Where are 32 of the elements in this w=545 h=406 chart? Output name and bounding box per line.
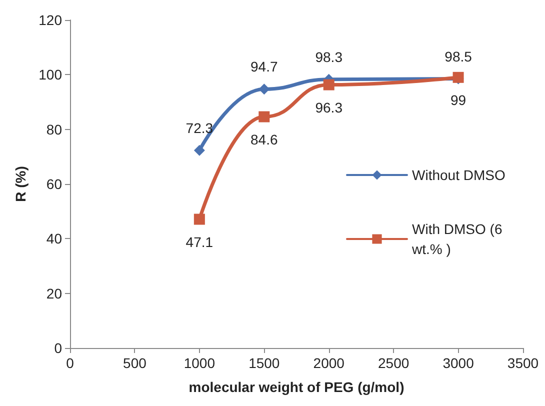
data-label: 99 bbox=[450, 92, 466, 108]
x-tick-label: 0 bbox=[66, 355, 74, 371]
data-label: 94.7 bbox=[250, 58, 278, 75]
data-label: 98.5 bbox=[444, 48, 472, 64]
x-tick-label: 2000 bbox=[313, 355, 345, 371]
y-tick-label: 0 bbox=[54, 340, 62, 356]
x-tick-label: 500 bbox=[123, 355, 147, 371]
data-label: 72.3 bbox=[186, 120, 214, 136]
y-tick-label: 20 bbox=[46, 285, 62, 302]
y-tick-label: 100 bbox=[38, 66, 62, 83]
x-tick-label: 3000 bbox=[442, 355, 474, 371]
point bbox=[323, 79, 334, 90]
y-axis-title: R (%) bbox=[12, 166, 29, 202]
data-label: 47.1 bbox=[186, 234, 214, 250]
point bbox=[258, 111, 270, 122]
x-axis-title: molecular weight of PEG (g/mol) bbox=[188, 379, 404, 395]
point bbox=[258, 84, 270, 95]
point bbox=[194, 144, 205, 156]
y-tick-label: 40 bbox=[46, 230, 62, 247]
y-tick-label: 80 bbox=[46, 121, 62, 138]
data-label: 84.6 bbox=[250, 131, 278, 148]
x-tick-label: 1000 bbox=[184, 355, 216, 371]
y-tick-label: 60 bbox=[46, 176, 62, 192]
point bbox=[194, 214, 205, 225]
data-label: 98.3 bbox=[315, 48, 343, 65]
data-label: 96.3 bbox=[315, 99, 343, 116]
legend-label: With DMSO (6 wt.% ) bbox=[411, 221, 506, 257]
x-tick-label: 3500 bbox=[507, 355, 539, 371]
y-tick-label: 120 bbox=[38, 12, 62, 28]
x-tick-label: 2500 bbox=[378, 355, 410, 371]
legend-label: Without DMSO bbox=[412, 167, 506, 183]
x-tick-label: 1500 bbox=[248, 355, 280, 371]
